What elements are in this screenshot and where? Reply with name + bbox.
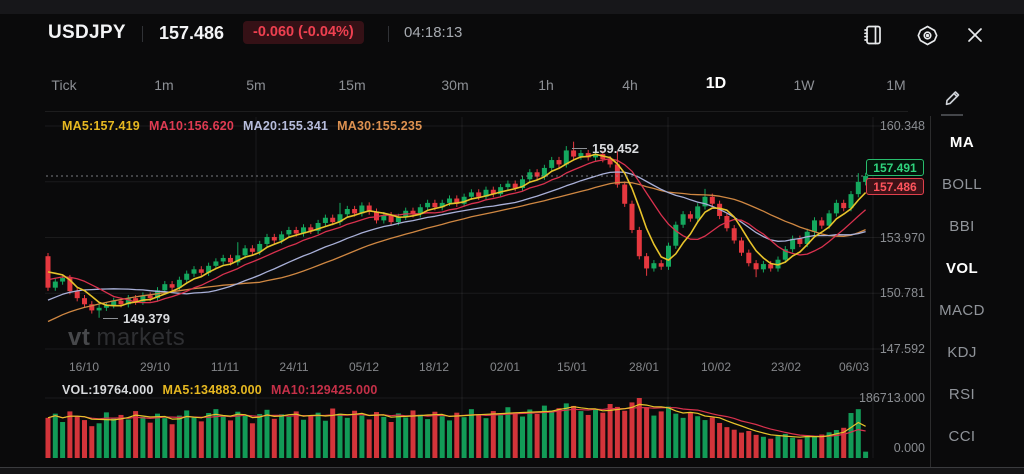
date-tick: 11/11 [210,360,240,374]
date-tick: 29/10 [139,360,171,374]
tab-1m[interactable]: 1m [154,77,174,93]
bid-price-badge: 157.486 [866,178,924,195]
top-edge-strip [0,0,1024,14]
tab-4h[interactable]: 4h [622,77,638,93]
low-annotation: 149.379 [103,311,170,326]
indicator-boll[interactable]: BOLL [942,176,982,193]
ma-legend: MA5:157.419 MA10:156.620 MA20:155.341 MA… [62,119,422,133]
vt-markets-watermark: vt markets [68,324,185,352]
annotation-dash [572,148,587,149]
tab-30m[interactable]: 30m [441,77,469,93]
annotation-dash [103,318,118,319]
high-annotation-value: 159.452 [592,141,639,156]
close-icon[interactable] [960,20,990,50]
date-tick: 18/12 [418,360,450,374]
indicator-bbi[interactable]: BBI [949,218,975,235]
date-tick: 24/11 [279,360,309,374]
indicator-kdj[interactable]: KDJ [947,344,977,361]
price-change-badge: -0.060 (-0.04%) [243,21,364,44]
indicator-rsi[interactable]: RSI [948,386,976,403]
tab-tick[interactable]: Tick [51,77,77,93]
vol-legend-value: VOL:19764.000 [62,383,154,397]
sidebar-divider [930,116,931,467]
date-tick: 23/02 [770,360,802,374]
tab-1m-month[interactable]: 1M [886,77,906,93]
ask-price-badge: 157.491 [866,159,924,176]
symbol-title: USDJPY [48,22,126,43]
date-tick: 10/02 [700,360,732,374]
indicator-ma[interactable]: MA [949,134,975,151]
vol-ma10-legend-value: MA10:129425.000 [270,383,378,397]
vol-ma5-legend-value: MA5:134883.000 [162,383,262,397]
price-axis-label: 153.970 [879,231,925,245]
header-bar: USDJPY 157.486 -0.060 (-0.04%) 04:18:13 [0,14,1024,60]
ma30-legend-value: MA30:155.235 [337,119,423,133]
watermark-bold: vt [68,324,91,351]
date-tick: 15/01 [556,360,588,374]
tab-1w[interactable]: 1W [793,77,815,93]
watermark-light: markets [96,324,186,351]
header-divider [388,26,389,42]
tab-1d[interactable]: 1D [705,75,727,92]
pencil-underline [941,114,963,116]
volume-axis-max: 186713.000 [858,391,925,405]
volume-legend: VOL:19764.000 MA5:134883.000 MA10:129425… [62,383,378,397]
indicator-macd[interactable]: MACD [939,302,985,319]
date-tick: 16/10 [68,360,100,374]
tab-15m[interactable]: 15m [338,77,366,93]
low-annotation-value: 149.379 [123,311,170,326]
tab-5m[interactable]: 5m [246,77,266,93]
high-annotation: 159.452 [572,141,639,156]
price-axis-label: 150.781 [879,286,925,300]
pencil-edit-icon[interactable] [939,84,965,110]
last-price: 157.486 [159,23,225,43]
header-divider [142,26,143,42]
ma20-legend-value: MA20:155.341 [243,119,329,133]
price-axis-label: 160.348 [879,119,925,133]
volume-axis-min: 0.000 [893,441,925,455]
ma5-legend-value: MA5:157.419 [62,119,140,133]
timeframe-bar: Tick 1m 5m 15m 30m 1h 4h 1D 1W 1M [0,60,1024,112]
indicator-cci[interactable]: CCI [948,428,976,445]
ma10-legend-value: MA10:156.620 [148,119,235,133]
indicator-vol[interactable]: VOL [945,260,979,277]
settings-gear-icon[interactable] [912,20,942,50]
server-time: 04:18:13 [404,24,463,41]
bottom-edge-strip [0,467,1024,474]
date-tick: 28/01 [628,360,660,374]
orders-journal-icon[interactable] [858,20,888,50]
date-tick: 02/01 [489,360,521,374]
date-tick: 05/12 [348,360,380,374]
price-axis-label: 147.592 [879,342,925,356]
tab-1h[interactable]: 1h [538,77,554,93]
date-tick: 06/03 [838,360,870,374]
